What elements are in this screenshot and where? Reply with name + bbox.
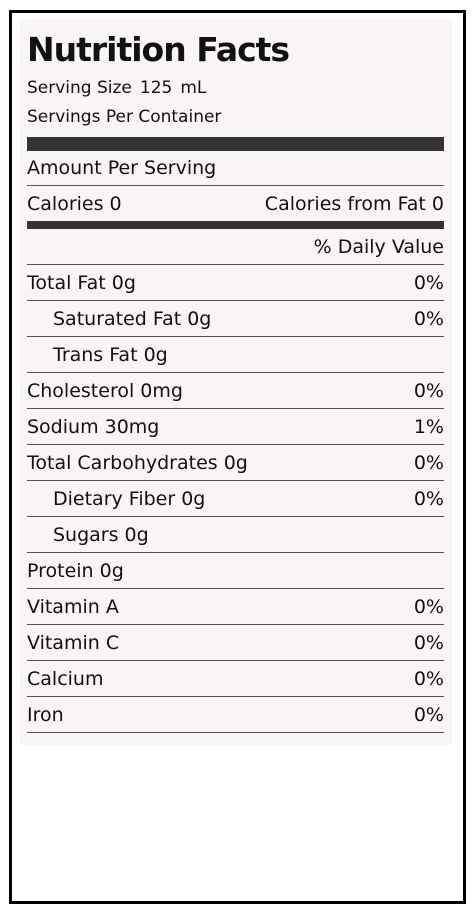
nutrient-daily-value: 0%: [413, 595, 444, 618]
nutrient-daily-value: 0%: [413, 307, 444, 330]
nutrient-label: Calcium: [27, 667, 104, 690]
servings-per-container: Servings Per Container: [27, 107, 222, 127]
nutrient-row: Dietary Fiber 0g 0%: [27, 481, 444, 517]
nutrient-label: Total Carbohydrates 0g: [27, 451, 248, 474]
nutrient-row: Sugars 0g: [27, 517, 444, 553]
serving-size-label: Serving Size: [27, 78, 132, 98]
nutrient-row: Trans Fat 0g: [27, 337, 444, 373]
daily-value-header: % Daily Value: [313, 235, 444, 258]
serving-size-unit: mL: [180, 78, 207, 98]
nutrient-label: Vitamin A: [27, 595, 119, 618]
medium-divider: [27, 221, 444, 229]
serving-size-value: 125: [139, 78, 173, 98]
nutrient-row: Iron 0%: [27, 697, 444, 733]
thick-divider: [27, 137, 444, 151]
nutrient-row: Total Fat 0g 0%: [27, 265, 444, 301]
nutrient-daily-value: 0%: [413, 271, 444, 294]
calories: Calories 0: [27, 192, 122, 215]
nutrition-label-frame: Nutrition Facts Serving Size 125 mL Servin…: [9, 10, 466, 904]
nutrient-label: Total Fat 0g: [27, 271, 136, 294]
nutrient-row: Total Carbohydrates 0g 0%: [27, 445, 444, 481]
nutrient-label: Protein 0g: [27, 559, 124, 582]
daily-value-header-row: % Daily Value: [27, 229, 444, 265]
calories-row: Calories 0 Calories from Fat 0: [27, 186, 444, 221]
nutrient-row: Cholesterol 0mg 0%: [27, 373, 444, 409]
nutrition-label-panel: Nutrition Facts Serving Size 125 mL Servin…: [20, 19, 452, 745]
nutrient-label: Saturated Fat 0g: [53, 307, 212, 330]
nutrient-daily-value: 0%: [413, 631, 444, 654]
nutrient-row: Calcium 0%: [27, 661, 444, 697]
nutrient-row: Protein 0g: [27, 553, 444, 589]
amount-per-serving-row: Amount Per Serving: [27, 151, 444, 186]
nutrient-row: Saturated Fat 0g 0%: [27, 301, 444, 337]
nutrient-daily-value: 0%: [413, 379, 444, 402]
nutrient-daily-value: 1%: [413, 415, 444, 438]
nutrient-label: Dietary Fiber 0g: [53, 487, 206, 510]
calories-from-fat: Calories from Fat 0: [264, 192, 444, 215]
nutrient-row: Vitamin A 0%: [27, 589, 444, 625]
nutrient-daily-value: 0%: [413, 487, 444, 510]
nutrient-label: Cholesterol 0mg: [27, 379, 183, 402]
nutrient-row: Vitamin C 0%: [27, 625, 444, 661]
nutrient-daily-value: 0%: [413, 451, 444, 474]
nutrient-row: Sodium 30mg 1%: [27, 409, 444, 445]
amount-per-serving: Amount Per Serving: [27, 157, 217, 179]
serving-size: Serving Size 125 mL: [27, 75, 444, 101]
nutrient-daily-value: 0%: [413, 703, 444, 726]
nutrient-label: Vitamin C: [27, 631, 120, 654]
label-title: Nutrition Facts: [27, 30, 290, 69]
nutrient-list: Total Fat 0g 0% Saturated Fat 0g 0% Trans Fa…: [27, 265, 444, 733]
nutrient-daily-value: 0%: [413, 667, 444, 690]
nutrient-label: Sugars 0g: [53, 523, 149, 546]
nutrient-label: Trans Fat 0g: [53, 343, 168, 366]
nutrient-label: Sodium 30mg: [27, 415, 160, 438]
nutrient-label: Iron: [27, 703, 64, 726]
nutrition-label-content: Nutrition Facts Serving Size 125 mL Servin…: [27, 19, 444, 733]
